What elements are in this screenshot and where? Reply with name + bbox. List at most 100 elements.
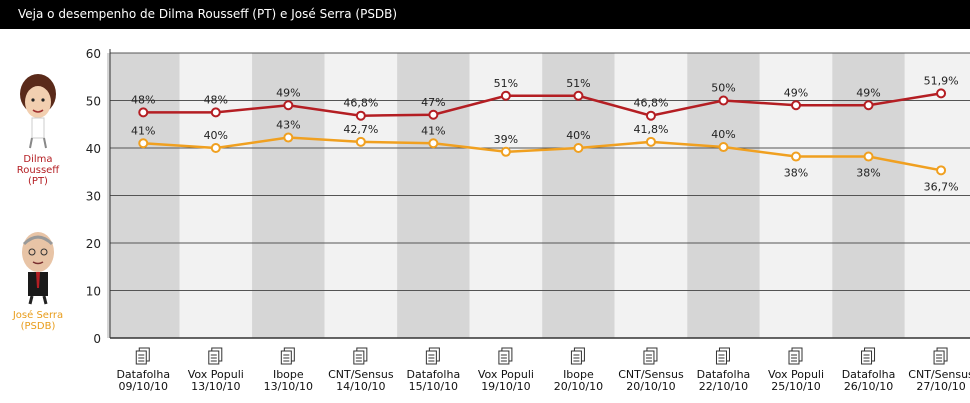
data-label-serra: 42,7% — [343, 123, 378, 136]
legend-serra: José Serra (PSDB) — [6, 228, 70, 332]
x-tick-source: Vox Populi — [478, 368, 534, 381]
legend-dilma: Dilma Rousseff (PT) — [6, 72, 70, 187]
data-point-dilma — [210, 107, 221, 118]
chart-title: Veja o desempenho de Dilma Rousseff (PT)… — [18, 7, 398, 21]
data-point-serra — [428, 138, 439, 149]
data-label-dilma: 51,9% — [924, 74, 959, 87]
data-label-serra: 40% — [204, 129, 228, 142]
data-label-dilma: 48% — [131, 93, 155, 106]
data-point-dilma — [355, 110, 366, 121]
document-icon — [643, 347, 658, 365]
data-point-serra — [355, 136, 366, 147]
data-point-serra — [500, 146, 511, 157]
x-tick-date: 22/10/10 — [699, 380, 748, 393]
data-point-serra — [863, 151, 874, 162]
data-point-serra — [936, 165, 947, 176]
x-tick-date: 14/10/10 — [336, 380, 385, 393]
x-tick-date: 19/10/10 — [481, 380, 530, 393]
jose-serra-caricature-icon — [22, 232, 54, 305]
x-tick-date: 20/10/10 — [554, 380, 603, 393]
y-tick-label: 10 — [86, 285, 101, 299]
document-icon — [788, 347, 803, 365]
x-tick-source: Datafolha — [842, 368, 896, 381]
data-label-dilma: 51% — [494, 77, 518, 90]
document-icon — [135, 347, 150, 365]
data-label-serra: 40% — [711, 128, 735, 141]
legend-dilma-name-line1: Dilma — [23, 154, 53, 165]
data-label-dilma: 49% — [784, 86, 808, 99]
x-tick-source: Ibope — [273, 368, 304, 381]
data-point-dilma — [936, 88, 947, 99]
data-label-dilma: 49% — [856, 86, 880, 99]
data-label-serra: 38% — [784, 167, 808, 180]
document-icon — [353, 347, 368, 365]
series-line-serra — [143, 136, 942, 172]
document-icon — [498, 347, 513, 365]
x-tick-date: 13/10/10 — [191, 380, 240, 393]
data-point-dilma — [645, 110, 656, 121]
data-point-dilma — [573, 90, 584, 101]
data-point-serra — [791, 151, 802, 162]
data-label-serra: 41% — [131, 124, 155, 137]
document-icon — [425, 347, 440, 365]
document-icon — [933, 347, 948, 365]
data-label-dilma: 48% — [204, 93, 228, 106]
x-tick-date: 27/10/10 — [916, 380, 965, 393]
data-label-dilma: 46,8% — [343, 97, 378, 110]
x-tick-date: 09/10/10 — [119, 380, 168, 393]
document-icon — [208, 347, 223, 365]
data-label-serra: 39% — [494, 133, 518, 146]
data-label-dilma: 47% — [421, 96, 445, 109]
data-point-serra — [210, 143, 221, 153]
x-tick-source: Datafolha — [697, 368, 751, 381]
data-point-dilma — [138, 107, 149, 118]
legend-serra-name-line2: (PSDB) — [20, 321, 56, 332]
x-tick-date: 13/10/10 — [264, 380, 313, 393]
y-tick-label: 20 — [86, 237, 101, 251]
data-point-dilma — [283, 100, 294, 111]
data-label-serra: 41,8% — [633, 123, 668, 136]
y-tick-label: 40 — [86, 142, 101, 156]
x-tick-source: CNT/Sensus — [328, 368, 394, 381]
data-label-serra: 43% — [276, 119, 300, 132]
x-tick-date: 25/10/10 — [771, 380, 820, 393]
data-point-serra — [573, 143, 584, 153]
x-tick-date: 15/10/10 — [409, 380, 458, 393]
document-icon — [715, 347, 730, 365]
data-point-dilma — [500, 90, 511, 101]
document-icon — [280, 347, 295, 365]
x-tick-date: 20/10/10 — [626, 380, 675, 393]
data-label-dilma: 50% — [711, 82, 735, 95]
chart-header: Veja o desempenho de Dilma Rousseff (PT)… — [0, 0, 970, 29]
document-icon — [570, 347, 585, 365]
data-point-dilma — [791, 100, 802, 111]
y-tick-label: 30 — [86, 190, 101, 204]
data-point-dilma — [718, 95, 729, 106]
document-icon — [861, 347, 876, 365]
data-label-serra: 41% — [421, 124, 445, 137]
y-tick-label: 0 — [93, 332, 101, 346]
x-tick-source: Datafolha — [116, 368, 170, 381]
data-point-serra — [138, 138, 149, 149]
x-tick-source: Vox Populi — [768, 368, 824, 381]
x-tick-source: Datafolha — [407, 368, 461, 381]
x-tick-source: CNT/Sensus — [908, 368, 970, 381]
x-tick-date: 26/10/10 — [844, 380, 893, 393]
y-tick-label: 60 — [86, 47, 101, 61]
x-tick-source: Vox Populi — [188, 368, 244, 381]
legend-dilma-name-line2: Rousseff (PT) — [16, 165, 60, 187]
data-point-serra — [718, 142, 729, 153]
data-point-serra — [645, 136, 656, 147]
data-point-serra — [283, 132, 294, 143]
y-tick-label: 50 — [86, 95, 101, 109]
data-point-dilma — [863, 100, 874, 111]
legend-serra-name-line1: José Serra — [12, 310, 64, 321]
data-label-serra: 40% — [566, 129, 590, 142]
data-label-serra: 38% — [856, 167, 880, 180]
x-tick-source: Ibope — [563, 368, 594, 381]
data-point-dilma — [428, 109, 439, 120]
dilma-rousseff-caricature-icon — [20, 74, 56, 149]
data-label-serra: 36,7% — [924, 180, 959, 193]
data-label-dilma: 49% — [276, 86, 300, 99]
